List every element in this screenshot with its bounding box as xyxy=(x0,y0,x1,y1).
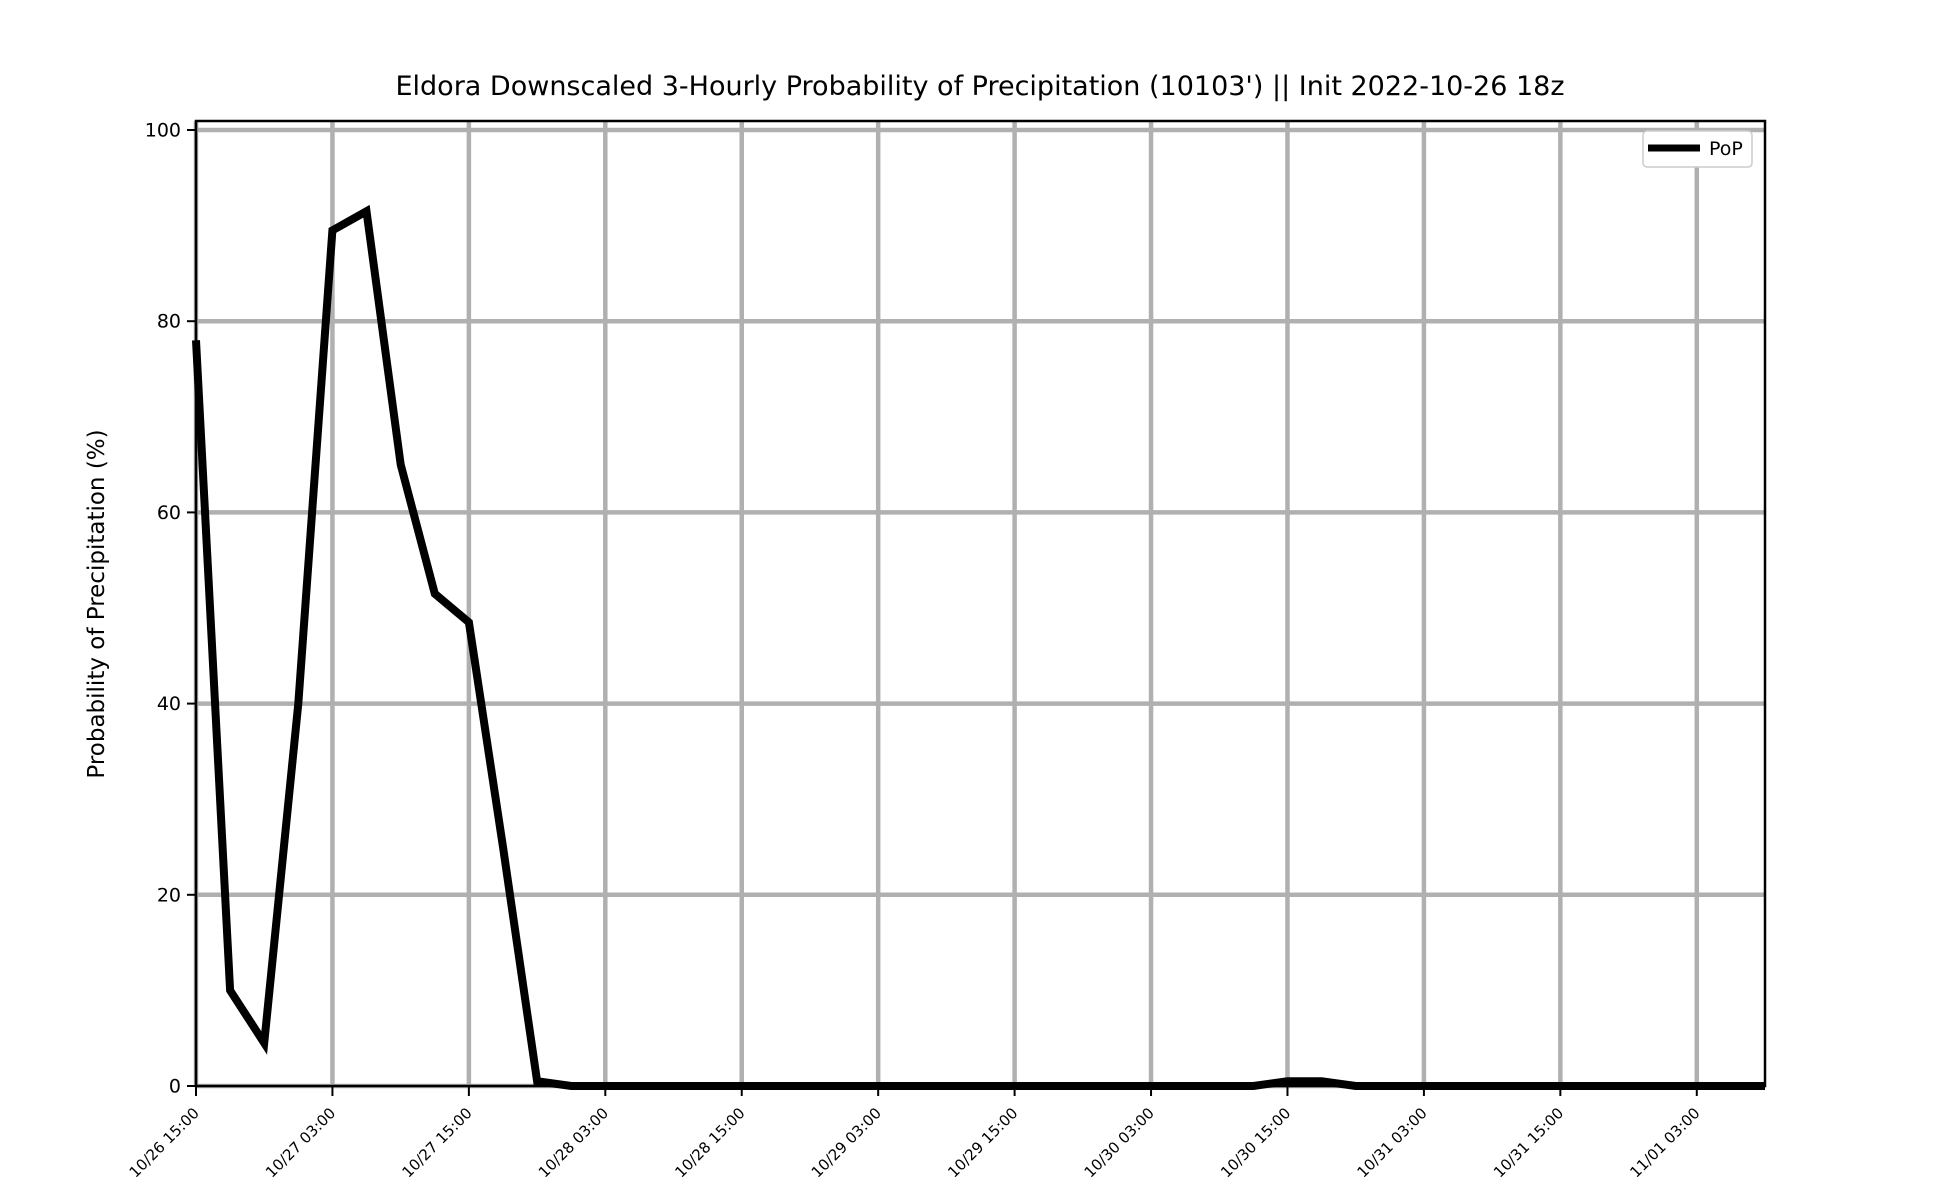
y-tick-label: 20 xyxy=(157,884,181,906)
legend: PoP xyxy=(1642,130,1753,168)
x-tick-label: 10/27 15:00 xyxy=(398,1104,475,1181)
axis-ticks: 0 20 40 60 80 100 10/26 15:00 10/27 03:00 10/27 … xyxy=(126,120,1704,1182)
x-tick-label: 10/28 15:00 xyxy=(671,1104,748,1181)
x-tick-label: 10/28 03:00 xyxy=(535,1104,612,1181)
x-tick-label: 10/30 15:00 xyxy=(1217,1104,1294,1181)
x-tick-label: 10/31 03:00 xyxy=(1354,1104,1431,1181)
data-point xyxy=(433,592,436,595)
series-line-pop xyxy=(192,204,1765,1090)
data-point xyxy=(331,229,334,232)
x-tick-label: 10/26 15:00 xyxy=(126,1104,203,1181)
x-tick-label: 10/31 15:00 xyxy=(1490,1104,1567,1181)
data-point xyxy=(1286,1080,1289,1083)
y-tick-label: 80 xyxy=(157,311,181,333)
y-axis-label: Probability of Precipitation (%) xyxy=(84,429,110,778)
y-tick-label: 40 xyxy=(157,693,181,715)
data-point xyxy=(297,702,300,705)
y-tick-label: 0 xyxy=(169,1076,181,1098)
data-point xyxy=(229,989,232,992)
data-point xyxy=(467,621,470,624)
x-tick-label: 10/29 03:00 xyxy=(808,1104,885,1181)
grid xyxy=(193,121,1765,1089)
series-layer xyxy=(192,204,1766,1090)
data-point xyxy=(365,210,368,213)
x-tick-label: 10/27 03:00 xyxy=(262,1104,339,1181)
data-point xyxy=(1320,1080,1323,1083)
data-point xyxy=(263,1041,266,1044)
y-tick-label: 100 xyxy=(145,120,181,142)
y-tick-label: 60 xyxy=(157,502,181,524)
data-point xyxy=(501,846,504,848)
legend-label-pop: PoP xyxy=(1709,138,1743,160)
data-point xyxy=(399,463,402,466)
x-tick-label: 10/29 15:00 xyxy=(944,1104,1021,1181)
plot-frame xyxy=(194,119,1767,1088)
data-point xyxy=(536,1080,539,1083)
chart-title: Eldora Downscaled 3-Hourly Probability o… xyxy=(395,71,1564,102)
x-tick-label: 11/01 03:00 xyxy=(1626,1104,1703,1181)
x-tick-label: 10/30 03:00 xyxy=(1081,1104,1158,1181)
